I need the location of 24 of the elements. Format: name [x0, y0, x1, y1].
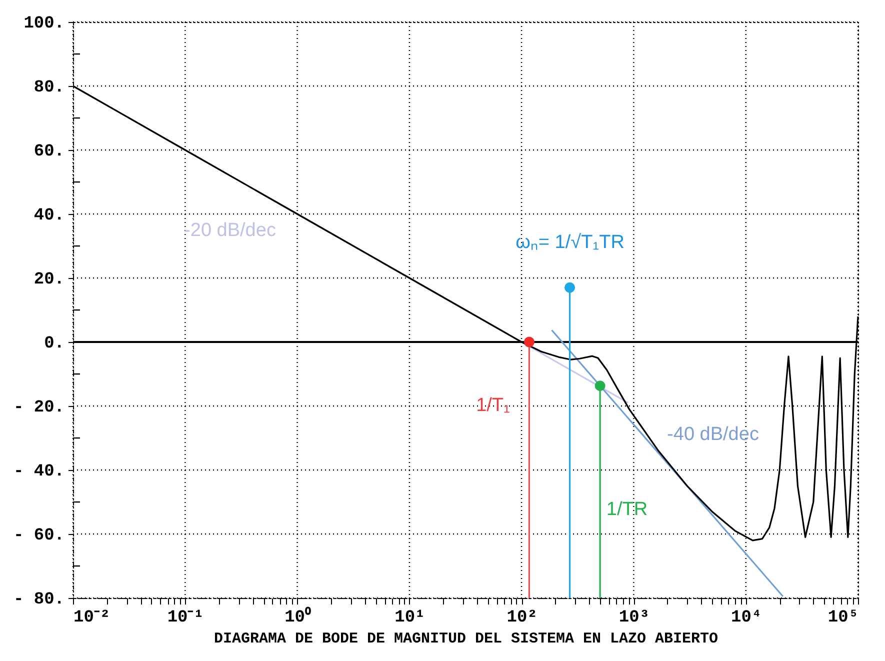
annotation: -40 dB/dec: [667, 424, 759, 445]
x-tick-label: 10⁵: [828, 608, 858, 628]
annotation: -20 dB/dec: [184, 220, 276, 241]
x-tick-label: 10¹: [394, 608, 426, 628]
y-tick-label: - 80.: [13, 590, 64, 610]
annotation: 1/TR: [606, 499, 648, 520]
x-tick-label: 10⁰: [284, 606, 311, 628]
x-tick-label: 10³: [618, 608, 650, 628]
annotation: ωₙ= 1/√T₁TR: [516, 232, 624, 253]
y-tick-label: 20.: [34, 270, 64, 290]
x-axis-title: DIAGRAMA DE BODE DE MAGNITUD DEL SISTEMA EN LAZO ABIERTO: [214, 630, 718, 648]
y-tick-label: - 40.: [13, 462, 64, 482]
y-tick-label: - 20.: [13, 398, 64, 418]
x-tick-label: 10²: [506, 608, 538, 628]
x-tick-label: 10⁻²: [74, 608, 110, 628]
y-tick-label: - 60.: [13, 526, 64, 546]
x-tick-label: 10⁻¹: [167, 608, 204, 628]
x-tick-label: 10⁴: [731, 608, 762, 628]
y-tick-label: 60.: [34, 142, 64, 162]
y-tick-label: 80.: [34, 78, 64, 98]
y-tick-label: 0.: [44, 334, 64, 354]
y-tick-label: 100.: [24, 14, 64, 34]
y-tick-label: 40.: [34, 206, 64, 226]
annotation: 1/T₁: [476, 395, 510, 416]
